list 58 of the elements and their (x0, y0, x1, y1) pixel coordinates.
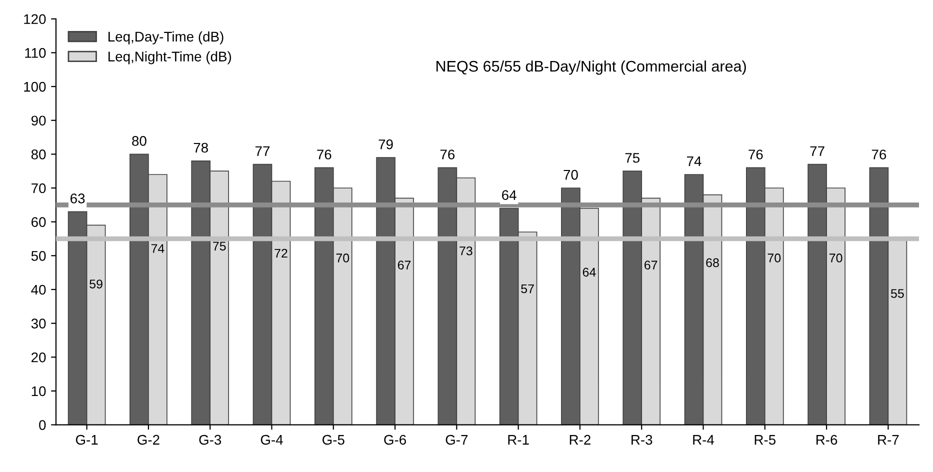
y-tick-label: 40 (31, 284, 46, 295)
data-label: 76 (748, 150, 763, 160)
data-label: 79 (378, 139, 393, 150)
legend-label: Leq,Day-Time (dB) (108, 31, 224, 44)
data-label: 64 (502, 190, 516, 200)
x-tick-label: R-6 (816, 434, 838, 445)
data-label: 55 (890, 289, 904, 298)
data-label: 72 (274, 248, 288, 258)
data-label: 76 (440, 150, 455, 160)
x-tick-label: G-1 (76, 434, 98, 445)
y-tick-label: 100 (24, 82, 46, 92)
y-tick-label: 0 (39, 420, 46, 430)
data-label: 76 (317, 150, 332, 160)
x-tick-label: R-4 (693, 435, 714, 445)
legend-label: Leq,Night-Time (dB) (108, 51, 232, 64)
x-tick-label: G-4 (260, 434, 283, 445)
x-tick-label: G-2 (138, 434, 160, 445)
y-tick-label: 120 (24, 14, 46, 24)
data-label: 73 (460, 246, 472, 256)
data-label: 70 (564, 170, 578, 180)
x-tick-label: R-7 (878, 435, 899, 445)
x-tick-label: G-3 (199, 434, 222, 445)
data-label: 64 (582, 268, 596, 277)
data-label: 76 (872, 150, 886, 160)
data-label: 67 (644, 260, 658, 270)
y-tick-label: 90 (31, 116, 46, 126)
data-label: 57 (521, 284, 534, 294)
annotation: NEQS 65/55 dB-Day/Night (Commercial area) (436, 60, 746, 75)
data-label: 74 (686, 156, 702, 166)
x-tick-label: R-1 (508, 435, 529, 445)
data-label: 70 (829, 254, 842, 262)
data-label: 77 (255, 146, 270, 156)
y-tick-label: 10 (32, 386, 46, 396)
data-label: 80 (132, 136, 146, 146)
y-tick-label: 50 (31, 251, 46, 261)
data-label: 68 (706, 258, 719, 268)
x-tick-label: R-5 (754, 435, 776, 445)
data-label: 67 (398, 260, 411, 270)
data-label: 70 (336, 254, 350, 262)
data-label: 59 (90, 280, 102, 288)
data-label: 75 (625, 153, 640, 163)
data-label: 78 (194, 142, 208, 153)
data-label: 74 (151, 244, 164, 253)
x-tick-label: G-6 (384, 434, 406, 445)
y-tick-label: 70 (32, 183, 46, 194)
y-tick-label: 20 (32, 352, 46, 362)
y-tick-label: 60 (32, 217, 46, 228)
x-tick-label: G-7 (446, 434, 468, 445)
x-tick-label: R-3 (632, 434, 652, 445)
data-label: 77 (810, 146, 824, 156)
x-tick-label: G-5 (322, 434, 344, 445)
data-label: 63 (70, 194, 85, 204)
data-label: 70 (768, 254, 781, 262)
y-tick-label: 80 (31, 150, 46, 160)
data-label: 75 (213, 242, 226, 251)
y-tick-label: 30 (31, 318, 46, 328)
y-tick-label: 110 (25, 48, 46, 58)
x-tick-label: R-2 (570, 434, 590, 445)
